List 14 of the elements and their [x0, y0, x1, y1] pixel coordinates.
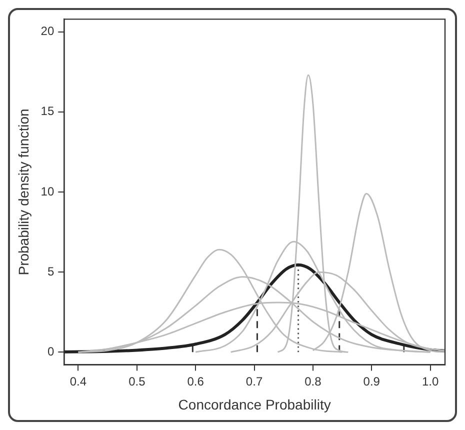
y-tick-label: 10: [40, 184, 54, 198]
y-tick-label: 0: [47, 344, 54, 358]
x-tick-label: 0.4: [70, 374, 87, 388]
y-tick-label: 20: [40, 24, 54, 38]
y-tick-label: 5: [47, 264, 54, 278]
y-axis-title: Probability density function: [15, 108, 32, 276]
x-tick-label: 0.5: [128, 374, 146, 388]
x-tick-label: 0.6: [187, 374, 204, 388]
x-tick-label: 0.9: [363, 374, 380, 388]
x-tick-label: 0.8: [304, 374, 322, 388]
x-tick-label: 0.7: [246, 374, 263, 388]
x-tick-label: 1.0: [422, 374, 439, 388]
x-axis-title: Concordance Probability: [178, 396, 331, 412]
y-tick-label: 15: [40, 104, 54, 118]
